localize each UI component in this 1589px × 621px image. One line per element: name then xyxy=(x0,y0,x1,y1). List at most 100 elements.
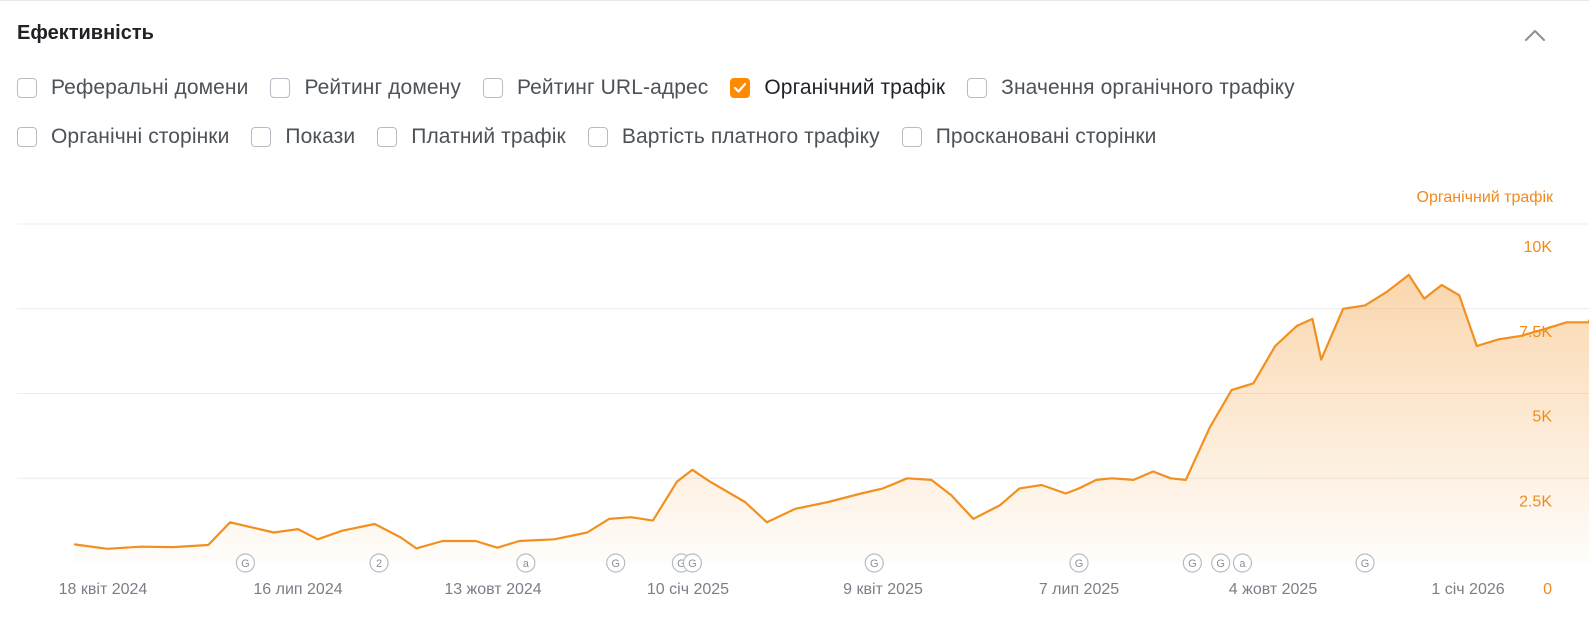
data-point xyxy=(608,518,610,520)
x-tick-label: 9 квіт 2025 xyxy=(843,581,923,598)
checkbox[interactable] xyxy=(270,78,291,98)
option-paid-traffic[interactable]: Платний трафік xyxy=(377,125,566,149)
data-point xyxy=(709,480,711,483)
annotation-circle xyxy=(606,553,626,573)
data-point xyxy=(1095,479,1098,481)
data-point xyxy=(1078,487,1080,490)
option-referring-domains[interactable]: Реферальні домени xyxy=(17,76,248,100)
data-point xyxy=(229,521,231,524)
x-tick-label: 10 січ 2025 xyxy=(647,581,729,598)
option-crawled-pages[interactable]: Проскановані сторінки xyxy=(901,125,1157,149)
data-point xyxy=(1458,294,1461,296)
annotation-circle xyxy=(516,553,536,573)
metric-options-row-2: Органічні сторінки Покази Платний трафік… xyxy=(17,125,1179,149)
data-point xyxy=(441,540,444,542)
option-organic-pages[interactable]: Органічні сторінки xyxy=(17,125,229,149)
data-point xyxy=(106,547,109,550)
data-point xyxy=(207,544,209,546)
checkbox[interactable] xyxy=(377,127,398,147)
checkbox[interactable] xyxy=(482,78,503,98)
annotation-circle xyxy=(1069,553,1089,573)
annotation-marker: a xyxy=(1232,553,1253,573)
data-point xyxy=(518,540,521,542)
check-icon xyxy=(734,82,747,93)
annotation-marker: G xyxy=(1182,553,1202,573)
checkbox[interactable] xyxy=(17,127,37,147)
data-point xyxy=(630,516,632,519)
annotation-label: G xyxy=(1075,558,1084,570)
option-label: Платний трафік xyxy=(411,125,566,148)
checkbox[interactable] xyxy=(587,127,608,147)
annotation-circle xyxy=(369,553,389,573)
option-impressions[interactable]: Покази xyxy=(251,125,355,149)
data-point xyxy=(400,536,402,539)
data-point xyxy=(1364,304,1366,307)
data-point xyxy=(1423,297,1425,300)
top-border xyxy=(0,0,1589,1)
data-point xyxy=(1230,389,1233,391)
data-point xyxy=(860,492,862,495)
x-tick-label: 7 лип 2025 xyxy=(1039,581,1119,598)
x-tick-label: 1 січ 2026 xyxy=(1431,581,1504,598)
option-paid-traffic-cost[interactable]: Вартість платного трафіку xyxy=(587,125,880,149)
data-point xyxy=(341,529,343,532)
checkbox[interactable] xyxy=(730,78,751,98)
option-label: Органічні сторінки xyxy=(51,125,230,148)
option-label: Покази xyxy=(285,125,356,148)
option-organic-traffic[interactable]: Органічний трафік xyxy=(730,76,945,100)
annotation-marker: G xyxy=(1211,553,1231,573)
data-point xyxy=(1543,328,1546,330)
y-tick-label: 10K xyxy=(1524,239,1553,256)
option-url-rating[interactable]: Рейтинг URL-адрес xyxy=(482,76,709,100)
metric-options-row-1: Реферальні домени Рейтинг домену Рейтинг… xyxy=(17,76,1317,100)
annotation-label: 2 xyxy=(376,558,382,570)
data-point xyxy=(553,538,556,541)
option-label: Органічний трафік xyxy=(764,76,946,99)
annotation-circle xyxy=(235,553,256,573)
annotation-label: G xyxy=(241,558,250,570)
data-point xyxy=(1274,345,1276,347)
option-label: Рейтинг домену xyxy=(304,76,461,99)
data-point xyxy=(1497,338,1500,341)
checkbox[interactable] xyxy=(901,127,922,147)
annotation-label: a xyxy=(1239,558,1246,570)
option-label: Проскановані сторінки xyxy=(935,125,1157,148)
data-point xyxy=(415,547,418,550)
option-organic-traffic-value[interactable]: Значення органічного трафіку xyxy=(967,76,1295,100)
data-point xyxy=(316,538,319,541)
data-point xyxy=(652,519,654,522)
data-point xyxy=(1152,470,1154,473)
x-tick-label: 16 лип 2024 xyxy=(253,581,342,598)
data-point xyxy=(930,479,933,481)
data-point xyxy=(1475,345,1478,347)
x-tick-label: 13 жовт 2024 xyxy=(444,581,541,598)
annotation-label: G xyxy=(1361,558,1370,570)
data-point xyxy=(139,545,142,548)
data-point xyxy=(1169,477,1172,480)
data-point xyxy=(1208,426,1211,429)
option-domain-rating[interactable]: Рейтинг домену xyxy=(270,76,461,100)
option-label: Рейтинг URL-адрес xyxy=(516,76,709,99)
collapse-button[interactable] xyxy=(1520,20,1550,50)
y-tick-label: 0 xyxy=(1543,581,1552,598)
data-point xyxy=(1296,324,1298,327)
option-label: Вартість платного трафіку xyxy=(621,125,880,148)
data-point xyxy=(373,523,376,525)
data-point xyxy=(297,528,299,530)
data-point xyxy=(1320,358,1323,361)
data-point xyxy=(496,546,499,549)
annotation-marker: G xyxy=(1069,553,1089,573)
data-point xyxy=(1386,291,1388,293)
series-area xyxy=(74,274,1589,563)
annotation-label: G xyxy=(870,558,879,570)
data-point xyxy=(1110,477,1113,480)
data-point xyxy=(676,480,678,483)
data-point xyxy=(691,468,694,471)
x-tick-label: 18 квіт 2024 xyxy=(59,581,148,598)
checkbox[interactable] xyxy=(967,78,988,98)
checkbox[interactable] xyxy=(251,127,272,147)
section-title: Ефективність xyxy=(17,22,154,44)
checkbox[interactable] xyxy=(17,78,37,98)
data-point xyxy=(744,501,746,503)
x-tick-label: 4 жовт 2025 xyxy=(1229,581,1318,598)
